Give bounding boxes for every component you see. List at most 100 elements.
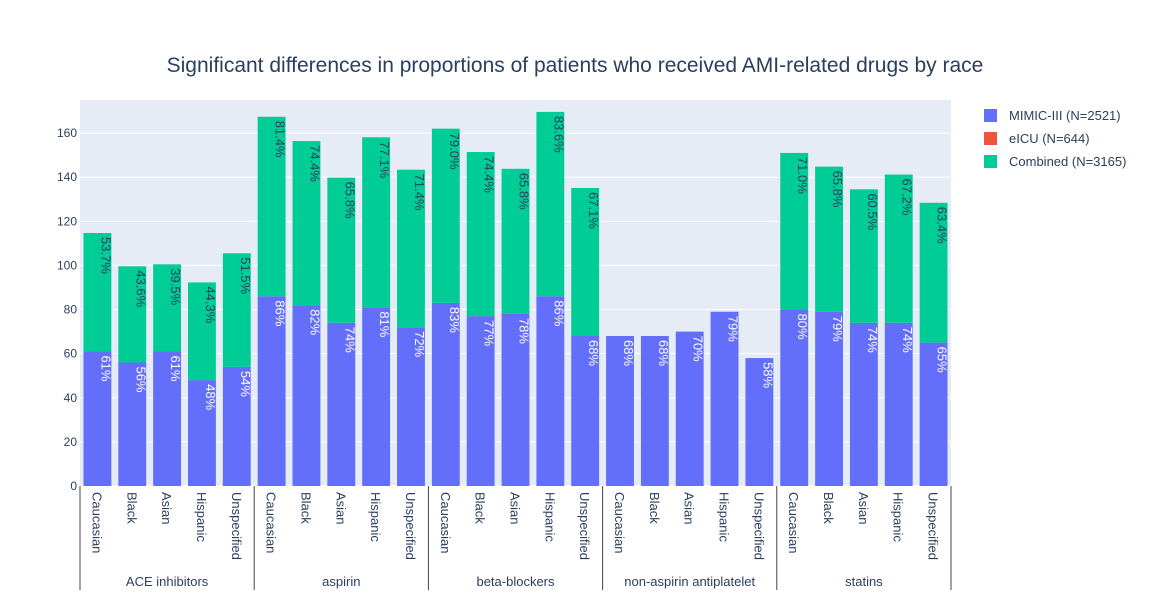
bar-combined-24 bbox=[919, 202, 948, 343]
legend-item-eicu[interactable]: eICU (N=644) bbox=[984, 127, 1126, 150]
bar-combined-4 bbox=[222, 253, 251, 367]
data-label-combined-9: 71.4% bbox=[412, 174, 427, 211]
data-label-combined-12: 65.8% bbox=[517, 173, 532, 210]
data-label-combined-20: 71.0% bbox=[795, 157, 810, 194]
bar-mimic-15 bbox=[606, 336, 634, 486]
bar-combined-3 bbox=[188, 282, 216, 381]
data-label-combined-2: 39.5% bbox=[168, 268, 183, 305]
bar-combined-8 bbox=[362, 137, 391, 308]
bar-combined-20 bbox=[780, 152, 809, 310]
x-tick-label-19: Unspecified bbox=[751, 492, 766, 560]
data-label-combined-8: 77.1% bbox=[377, 141, 392, 178]
legend: MIMIC-III (N=2521) eICU (N=644) Combined… bbox=[984, 104, 1126, 173]
legend-swatch-eicu bbox=[984, 132, 997, 145]
data-label-combined-14: 67.1% bbox=[586, 192, 601, 229]
bar-combined-6 bbox=[292, 141, 321, 306]
bar-mimic-18 bbox=[710, 311, 739, 486]
x-axis: Caucasian Black Asian Hispanic Unspecified Ca… bbox=[79, 486, 952, 590]
group-label-2: beta-blockers bbox=[476, 574, 555, 589]
data-label-mimic-18: 79% bbox=[726, 316, 741, 342]
bar-mimic-4 bbox=[222, 366, 251, 486]
group-label-1: aspirin bbox=[322, 574, 360, 589]
bar-combined-22 bbox=[849, 189, 878, 323]
x-tick-label-1: Black bbox=[124, 492, 139, 524]
data-label-mimic-13: 86% bbox=[551, 300, 566, 326]
group-label-4: statins bbox=[845, 574, 883, 589]
x-tick-label-20: Caucasian bbox=[786, 492, 801, 553]
bar-mimic-0 bbox=[83, 351, 112, 486]
y-tick-label-140: 140 bbox=[57, 170, 77, 184]
x-tick-label-7: Asian bbox=[333, 492, 348, 525]
data-label-combined-3: 44.3% bbox=[203, 286, 218, 323]
data-label-mimic-2: 61% bbox=[168, 355, 183, 381]
y-axis-tick-labels: 0 20 40 60 80 100 120 140 160 bbox=[57, 126, 77, 493]
bar-mimic-24 bbox=[919, 342, 948, 486]
data-label-mimic-5: 86% bbox=[273, 300, 288, 326]
data-label-mimic-24: 65% bbox=[935, 347, 950, 373]
data-label-mimic-9: 72% bbox=[412, 331, 427, 357]
legend-label-eicu: eICU (N=644) bbox=[1009, 131, 1090, 146]
bar-combined-12 bbox=[501, 168, 530, 314]
bar-mimic-23 bbox=[884, 322, 913, 486]
x-tick-label-5: Caucasian bbox=[264, 492, 279, 553]
x-tick-label-15: Caucasian bbox=[612, 492, 627, 553]
data-label-combined-1: 43.6% bbox=[133, 270, 148, 307]
bar-combined-23 bbox=[884, 174, 913, 323]
x-tick-label-16: Black bbox=[647, 492, 662, 524]
bar-combined-14 bbox=[571, 188, 600, 337]
legend-item-mimic[interactable]: MIMIC-III (N=2521) bbox=[984, 104, 1126, 127]
data-label-combined-6: 74.4% bbox=[307, 145, 322, 182]
data-label-combined-10: 79.0% bbox=[447, 133, 462, 170]
x-tick-label-22: Asian bbox=[856, 492, 871, 525]
bars: 61% 53.7% 56% 43.6% 61% 39.5% 48% 44.3% 54% 51.5%… bbox=[83, 111, 950, 486]
data-label-combined-24: 63.4% bbox=[935, 207, 950, 244]
bar-combined-0 bbox=[83, 233, 112, 352]
data-label-mimic-11: 77% bbox=[482, 320, 497, 346]
data-label-mimic-4: 54% bbox=[238, 371, 253, 397]
bar-combined-11 bbox=[466, 152, 495, 317]
x-tick-label-10: Caucasian bbox=[438, 492, 453, 553]
data-label-combined-7: 65.8% bbox=[342, 182, 357, 219]
data-label-mimic-19: 58% bbox=[760, 362, 775, 388]
data-label-combined-0: 53.7% bbox=[98, 237, 113, 274]
data-label-mimic-8: 81% bbox=[377, 311, 392, 337]
bar-mimic-2 bbox=[153, 351, 182, 486]
data-label-mimic-3: 48% bbox=[203, 384, 218, 410]
y-tick-label-0: 0 bbox=[70, 479, 77, 493]
bar-combined-13 bbox=[536, 111, 565, 297]
data-label-mimic-7: 74% bbox=[342, 327, 357, 353]
x-tick-label-0: Caucasian bbox=[89, 492, 104, 553]
bar-mimic-16 bbox=[640, 336, 669, 486]
x-tick-label-3: Hispanic bbox=[194, 492, 209, 542]
legend-item-combined[interactable]: Combined (N=3165) bbox=[984, 150, 1126, 173]
y-tick-label-100: 100 bbox=[57, 258, 77, 272]
data-label-mimic-0: 61% bbox=[98, 355, 113, 381]
data-label-mimic-21: 79% bbox=[830, 316, 845, 342]
legend-swatch-mimic bbox=[984, 109, 997, 122]
data-label-combined-23: 67.2% bbox=[900, 179, 915, 216]
group-label-0: ACE inhibitors bbox=[126, 574, 209, 589]
data-label-mimic-1: 56% bbox=[133, 366, 148, 392]
x-tick-label-9: Unspecified bbox=[403, 492, 418, 560]
x-tick-label-18: Hispanic bbox=[717, 492, 732, 542]
y-tick-label-20: 20 bbox=[64, 435, 78, 449]
data-label-combined-22: 60.5% bbox=[865, 193, 880, 230]
bar-mimic-1 bbox=[118, 362, 147, 486]
x-tick-label-8: Hispanic bbox=[368, 492, 383, 542]
x-tick-label-12: Asian bbox=[508, 492, 523, 525]
bar-mimic-17 bbox=[675, 331, 704, 486]
bar-mimic-20 bbox=[780, 309, 809, 486]
bar-combined-5 bbox=[257, 116, 286, 297]
x-tick-label-13: Hispanic bbox=[542, 492, 557, 542]
data-label-combined-5: 81.4% bbox=[273, 121, 288, 158]
data-label-mimic-14: 68% bbox=[586, 340, 601, 366]
y-tick-label-40: 40 bbox=[64, 391, 78, 405]
bar-combined-1 bbox=[118, 266, 147, 363]
data-label-combined-4: 51.5% bbox=[238, 257, 253, 294]
x-tick-label-11: Black bbox=[473, 492, 488, 524]
bar-combined-9 bbox=[397, 169, 425, 328]
bar-mimic-11 bbox=[466, 316, 495, 486]
data-label-mimic-16: 68% bbox=[656, 340, 671, 366]
bar-combined-7 bbox=[327, 177, 356, 323]
data-label-mimic-15: 68% bbox=[621, 340, 636, 366]
